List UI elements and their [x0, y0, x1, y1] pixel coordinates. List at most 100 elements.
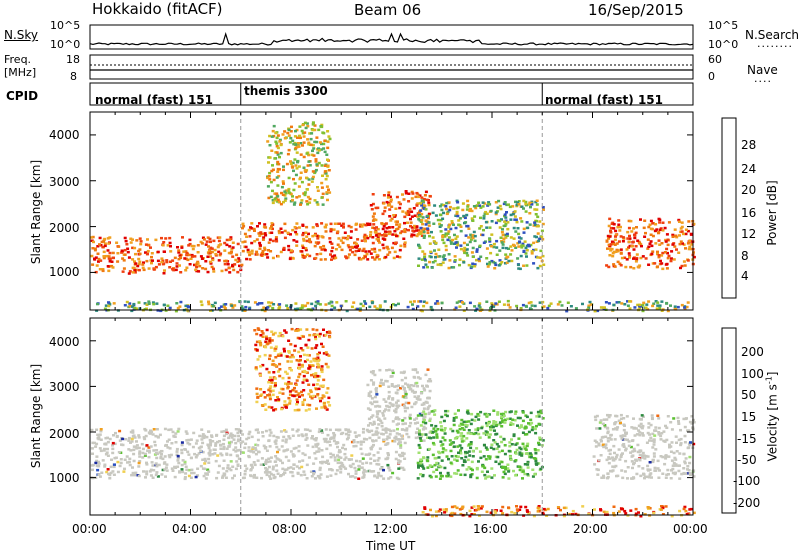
velocity-cell: [428, 389, 432, 393]
power-cell: [626, 237, 630, 240]
power-cell: [356, 244, 359, 247]
power-cbar-tick-8: 8: [741, 249, 749, 263]
velocity-cell: [593, 463, 597, 466]
velocity-cell: [422, 415, 426, 419]
power-cell: [428, 195, 432, 198]
velocity-cell: [268, 376, 272, 379]
power-cell: [281, 133, 285, 136]
velocity-cell: [280, 407, 284, 411]
velocity-cell: [609, 434, 613, 437]
power-cell: [477, 201, 481, 204]
power-cell: [417, 218, 421, 221]
velocity-cell: [267, 457, 271, 460]
velocity-cell: [183, 460, 187, 464]
velocity-cell: [309, 360, 313, 363]
velocity-cell: [106, 454, 110, 457]
velocity-cell: [474, 428, 478, 431]
velocity-cell: [287, 459, 291, 462]
power-cell: [485, 300, 489, 303]
power-cell: [494, 211, 498, 214]
velocity-cell: [274, 455, 278, 458]
power-cell: [344, 236, 348, 240]
vel-cbar-tick-neg50: -50: [737, 453, 757, 467]
velocity-cell: [174, 432, 178, 435]
power-cell: [128, 302, 132, 305]
power-cell: [305, 200, 309, 203]
velocity-cell: [511, 423, 515, 426]
power-cell: [283, 194, 287, 197]
velocity-cell: [344, 432, 348, 436]
velocity-cell: [111, 470, 115, 473]
power-cell: [303, 169, 307, 172]
velocity-cell: [93, 441, 96, 445]
velocity-cell: [506, 417, 510, 421]
power-cell: [341, 222, 345, 226]
power-cell: [649, 233, 653, 236]
velocity-cell: [647, 476, 651, 479]
power-cell: [266, 185, 270, 188]
power-cell: [423, 234, 426, 238]
power-cell: [96, 245, 100, 248]
velocity-cell: [470, 418, 474, 422]
velocity-cell: [148, 470, 152, 473]
power-cell: [133, 269, 137, 272]
power-cell: [111, 256, 115, 260]
velocity-cell: [355, 459, 358, 463]
velocity-cell: [168, 447, 172, 450]
power-cell: [611, 254, 615, 258]
power-cell: [632, 267, 636, 270]
velocity-cell: [97, 436, 101, 439]
power-cell: [243, 240, 247, 243]
power-cell: [308, 254, 312, 258]
power-cell: [433, 259, 437, 263]
power-cell: [510, 249, 514, 252]
velocity-cell: [272, 434, 276, 438]
velocity-cell: [185, 432, 189, 435]
velocity-cell: [137, 461, 141, 465]
velocity-cell: [647, 422, 651, 425]
power-cell: [107, 255, 111, 258]
power-cell: [266, 176, 270, 180]
power-cell: [612, 227, 616, 230]
velocity-cell: [127, 460, 131, 464]
power-cell: [368, 305, 372, 309]
velocity-cell: [314, 443, 318, 446]
velocity-cell: [365, 438, 369, 441]
velocity-cell: [651, 460, 655, 464]
velocity-cell: [314, 346, 318, 350]
power-cell: [305, 188, 309, 191]
velocity-cell: [143, 427, 147, 431]
velocity-cell: [564, 506, 568, 510]
power-cell: [146, 238, 149, 241]
power-cell: [349, 236, 353, 239]
power-cell: [538, 264, 542, 268]
velocity-cell: [448, 439, 452, 442]
velocity-cell: [664, 505, 668, 508]
nsky-tick-bottom: 10^0: [50, 38, 81, 51]
power-cell: [370, 301, 374, 305]
power-cell: [136, 264, 140, 268]
power-cell: [271, 201, 275, 205]
power-cell: [277, 229, 281, 233]
velocity-cell: [381, 383, 385, 386]
velocity-cell: [534, 459, 538, 463]
velocity-cell: [622, 423, 626, 426]
velocity-cell: [668, 443, 671, 447]
power-cell: [162, 272, 166, 275]
power-cell: [266, 306, 270, 309]
power-cell: [333, 254, 337, 257]
power-cell: [123, 248, 127, 252]
velocity-cell: [654, 426, 658, 429]
velocity-cell: [371, 433, 375, 437]
power-cell: [331, 246, 335, 249]
velocity-cell: [418, 412, 422, 416]
velocity-cell: [292, 463, 296, 466]
power-cell: [683, 264, 687, 267]
power-cell: [501, 243, 505, 246]
power-cell: [394, 303, 398, 307]
power-cell: [289, 162, 293, 165]
power-cell: [299, 136, 302, 140]
power-cell: [546, 306, 550, 310]
velocity-cell: [646, 464, 650, 468]
power-cell: [311, 234, 315, 238]
